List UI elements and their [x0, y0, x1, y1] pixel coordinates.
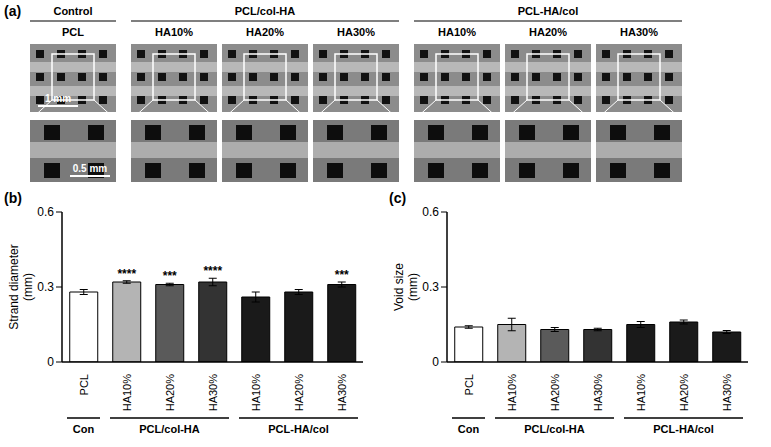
svg-text:PCL: PCL [78, 374, 90, 395]
svg-text:HA30%: HA30% [336, 374, 348, 412]
svg-text:HA20%: HA20% [164, 374, 176, 412]
svg-text:1 mm: 1 mm [45, 93, 71, 104]
svg-text:***: *** [163, 269, 177, 283]
svg-text:PCL-HA/col: PCL-HA/col [518, 5, 579, 17]
svg-text:HA20%: HA20% [246, 26, 284, 38]
svg-text:0: 0 [432, 355, 439, 369]
svg-text:HA10%: HA10% [250, 374, 262, 412]
svg-text:HA20%: HA20% [678, 374, 690, 412]
svg-text:0.6: 0.6 [422, 205, 439, 219]
svg-text:Con: Con [73, 423, 95, 435]
svg-text:****: **** [117, 267, 136, 281]
svg-text:HA10%: HA10% [635, 374, 647, 412]
svg-text:PCL/col-HA: PCL/col-HA [524, 423, 585, 435]
svg-text:HA10%: HA10% [506, 374, 518, 412]
svg-text:***: *** [335, 268, 349, 282]
svg-text:HA10%: HA10% [438, 26, 476, 38]
svg-text:PCL-HA/col: PCL-HA/col [268, 423, 329, 435]
svg-text:HA30%: HA30% [721, 374, 733, 412]
svg-text:PCL: PCL [463, 374, 475, 395]
svg-text:0: 0 [47, 355, 54, 369]
svg-text:HA20%: HA20% [529, 26, 567, 38]
svg-text:PCL-HA/col: PCL-HA/col [653, 423, 714, 435]
svg-text:PCL/col-HA: PCL/col-HA [235, 5, 296, 17]
svg-text:HA20%: HA20% [293, 374, 305, 412]
svg-text:HA20%: HA20% [549, 374, 561, 412]
html-text:(b): (b) [4, 190, 22, 206]
svg-text:HA10%: HA10% [155, 26, 193, 38]
svg-text:(a): (a) [4, 3, 21, 19]
svg-text:0.3: 0.3 [422, 280, 439, 294]
svg-text:HA30%: HA30% [337, 26, 375, 38]
svg-text:Control: Control [53, 5, 92, 17]
svg-text:0.5 mm: 0.5 mm [73, 163, 108, 174]
svg-text:HA30%: HA30% [207, 374, 219, 412]
svg-text:Void size(mm): Void size(mm) [392, 263, 420, 311]
html-text:(c): (c) [389, 190, 407, 206]
svg-text:HA10%: HA10% [121, 374, 133, 412]
svg-text:Strand diameter(mm): Strand diameter(mm) [7, 244, 35, 329]
svg-text:PCL: PCL [62, 26, 84, 38]
svg-text:HA30%: HA30% [620, 26, 658, 38]
svg-text:Con: Con [458, 423, 480, 435]
svg-text:0.3: 0.3 [37, 280, 54, 294]
svg-text:****: **** [203, 264, 222, 278]
svg-text:HA30%: HA30% [592, 374, 604, 412]
svg-text:0.6: 0.6 [37, 205, 54, 219]
svg-text:PCL/col-HA: PCL/col-HA [139, 423, 200, 435]
